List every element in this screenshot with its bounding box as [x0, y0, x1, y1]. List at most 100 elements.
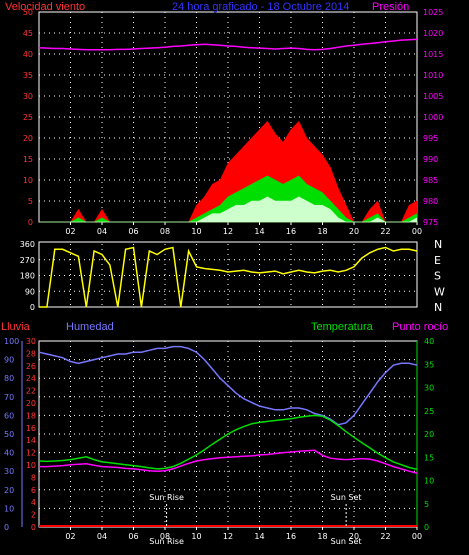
- y-tick-label: 22: [26, 387, 36, 396]
- x-tick-label: 02: [65, 227, 75, 236]
- x-tick-label: 16: [286, 532, 296, 541]
- y-tick-label: 35: [23, 71, 33, 80]
- x-tick-label: 04: [97, 532, 107, 541]
- y-tick-label: 980: [423, 197, 438, 206]
- temperature-label: Temperatura: [311, 321, 374, 333]
- y-tick-label: 26: [26, 362, 36, 371]
- compass-letter: W: [434, 285, 445, 298]
- x-tick-label: 14: [254, 532, 264, 541]
- y-tick-label: 15: [23, 155, 33, 164]
- y-tick-label: 30: [4, 467, 14, 476]
- direction-series: [39, 246, 418, 308]
- y-tick-label: 1015: [423, 50, 443, 59]
- y-tick-label: 270: [20, 256, 35, 265]
- y-tick-label: 990: [423, 155, 438, 164]
- y-tick-label: 12: [26, 449, 36, 458]
- x-tick-label: 10: [191, 227, 201, 236]
- y-tick-label: 975: [423, 218, 438, 227]
- y-tick-label: 985: [423, 176, 438, 185]
- compass-letter: N: [434, 238, 442, 251]
- x-tick-label: 20: [349, 532, 359, 541]
- y-tick-label: 1005: [423, 92, 443, 101]
- y-tick-label: 90: [4, 356, 14, 365]
- direction-panel-frame: [38, 241, 418, 308]
- x-tick-label: 02: [65, 532, 75, 541]
- y-tick-label: 0: [31, 523, 36, 532]
- x-tick-label: 18: [317, 227, 327, 236]
- y-tick-label: 20: [23, 134, 33, 143]
- y-tick-label: 90: [25, 287, 35, 296]
- sunrise-label: Sun Rise: [149, 493, 184, 502]
- x-tick-label: 22: [380, 227, 390, 236]
- y-tick-label: 1020: [423, 29, 443, 38]
- sunset-axis-label: Sun Set: [331, 537, 362, 546]
- direction-panel-grid: [39, 244, 417, 307]
- y-tick-label: 40: [424, 337, 434, 346]
- y-tick-label: 18: [26, 411, 36, 420]
- y-tick-label: 35: [424, 360, 434, 369]
- temperature-ticks: 0 5 10 15 20 25 30 35 40: [424, 337, 434, 532]
- compass-letter: E: [434, 254, 441, 267]
- temp-panel-series: [38, 345, 418, 527]
- y-tick-label: 10: [424, 477, 434, 486]
- y-tick-label: 0: [30, 303, 35, 312]
- humidity-series: [38, 345, 418, 426]
- y-tick-label: 4: [31, 498, 36, 507]
- wind-speed-label: Velocidad viento: [5, 1, 85, 13]
- y-tick-label: 0: [424, 523, 429, 532]
- x-tick-label: 22: [380, 532, 390, 541]
- humidity-label: Humedad: [66, 321, 114, 333]
- y-tick-label: 45: [23, 29, 33, 38]
- y-tick-label: 40: [23, 50, 33, 59]
- y-tick-label: 30: [424, 384, 434, 393]
- y-tick-label: 20: [424, 430, 434, 439]
- x-tick-label: 18: [317, 532, 327, 541]
- y-tick-label: 20: [26, 399, 36, 408]
- y-tick-label: 80: [4, 374, 14, 383]
- wind-panel-hour-ticks: 02 04 06 08 10 12 14 16 18 20 22 00: [65, 222, 422, 236]
- y-tick-label: 25: [424, 407, 434, 416]
- y-tick-label: 0: [4, 523, 9, 532]
- x-tick-label: 00: [412, 227, 422, 236]
- y-tick-label: 50: [23, 8, 33, 17]
- sunset-label: Sun Set: [331, 493, 362, 502]
- y-tick-label: 100: [4, 337, 19, 346]
- wind-direction-series: [39, 246, 418, 308]
- x-tick-label: 04: [97, 227, 107, 236]
- y-tick-label: 30: [23, 92, 33, 101]
- y-tick-label: 70: [4, 393, 14, 402]
- y-tick-label: 8: [31, 473, 36, 482]
- y-tick-label: 2: [31, 511, 36, 520]
- direction-ticks: 0 90 180 270 360: [20, 240, 35, 312]
- wind-minimum-series: [39, 196, 418, 223]
- wind-panel-series: [38, 38, 418, 223]
- temperature-series: [38, 414, 418, 471]
- y-tick-label: 1010: [423, 71, 443, 80]
- y-tick-label: 24: [26, 374, 36, 383]
- y-tick-label: 50: [4, 430, 14, 439]
- y-tick-label: 5: [424, 500, 429, 509]
- y-tick-label: 28: [26, 349, 36, 358]
- y-tick-label: 1025: [423, 8, 443, 17]
- compass-letter: S: [434, 270, 441, 283]
- y-tick-label: 10: [23, 176, 33, 185]
- pressure-ticks: 975 980 985 990 995 1000 1005 1010 1015 1020 1025: [423, 8, 443, 227]
- chart-title: 24 hora graficado - 18 Octubre 2014: [172, 1, 349, 13]
- sunrise-axis-label: Sun Rise: [149, 537, 184, 546]
- x-tick-label: 00: [412, 532, 422, 541]
- x-tick-label: 06: [128, 532, 138, 541]
- y-tick-label: 25: [23, 113, 33, 122]
- x-tick-label: 08: [160, 227, 170, 236]
- sun-markers: Sun Rise Sun Set Sun Rise Sun Set: [149, 493, 361, 546]
- y-tick-label: 360: [20, 240, 35, 249]
- y-tick-label: 40: [4, 449, 14, 458]
- pressure-series: [38, 38, 418, 51]
- x-tick-label: 10: [191, 532, 201, 541]
- x-tick-label: 12: [223, 227, 233, 236]
